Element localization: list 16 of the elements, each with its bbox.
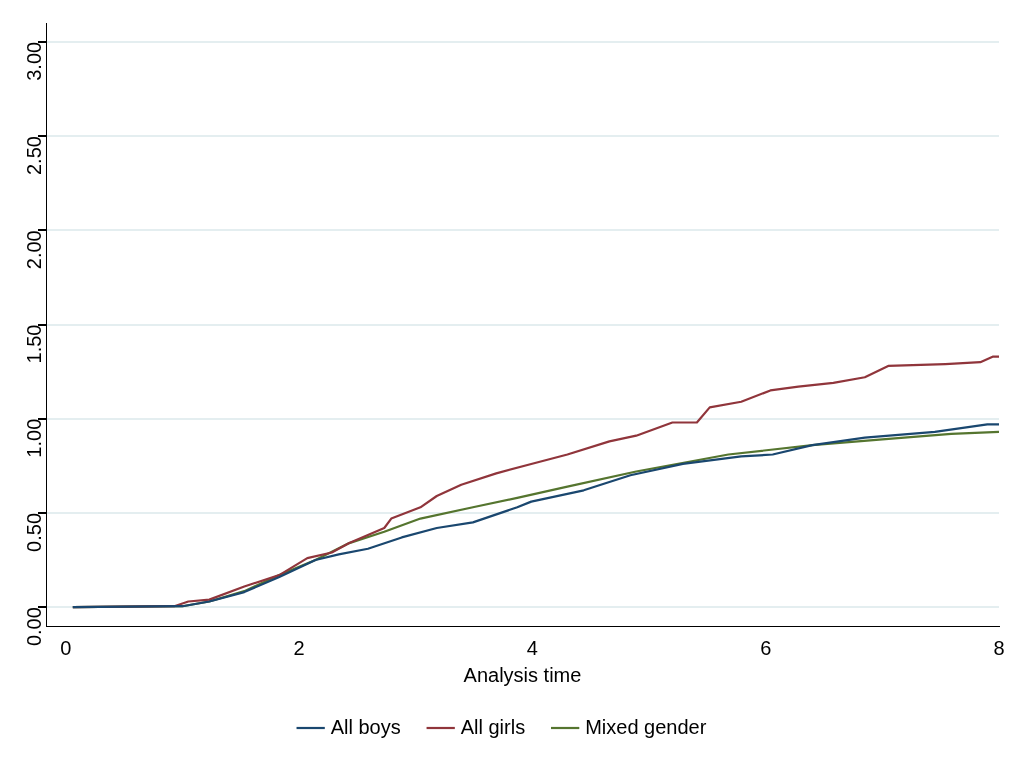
y-tick-label: 2.50 <box>22 136 45 175</box>
y-tick-label: 0.00 <box>22 607 45 647</box>
legend-label: All girls <box>460 715 526 738</box>
x-tick-label: 2 <box>293 636 305 659</box>
y-tick-label: 0.50 <box>22 512 45 552</box>
y-tick-label: 2.00 <box>22 230 45 270</box>
legend-label: Mixed gender <box>585 715 707 738</box>
x-tick-label: 4 <box>526 636 538 659</box>
y-tick-label: 1.50 <box>22 324 45 364</box>
y-tick-label: 3.00 <box>22 41 45 81</box>
x-tick-label: 6 <box>760 636 772 659</box>
y-tick-label: 1.00 <box>22 418 45 458</box>
x-tick-label: 8 <box>993 636 1005 659</box>
x-tick-label: 0 <box>60 636 72 659</box>
x-axis-title: Analysis time <box>463 663 582 686</box>
legend-label: All boys <box>330 715 401 738</box>
